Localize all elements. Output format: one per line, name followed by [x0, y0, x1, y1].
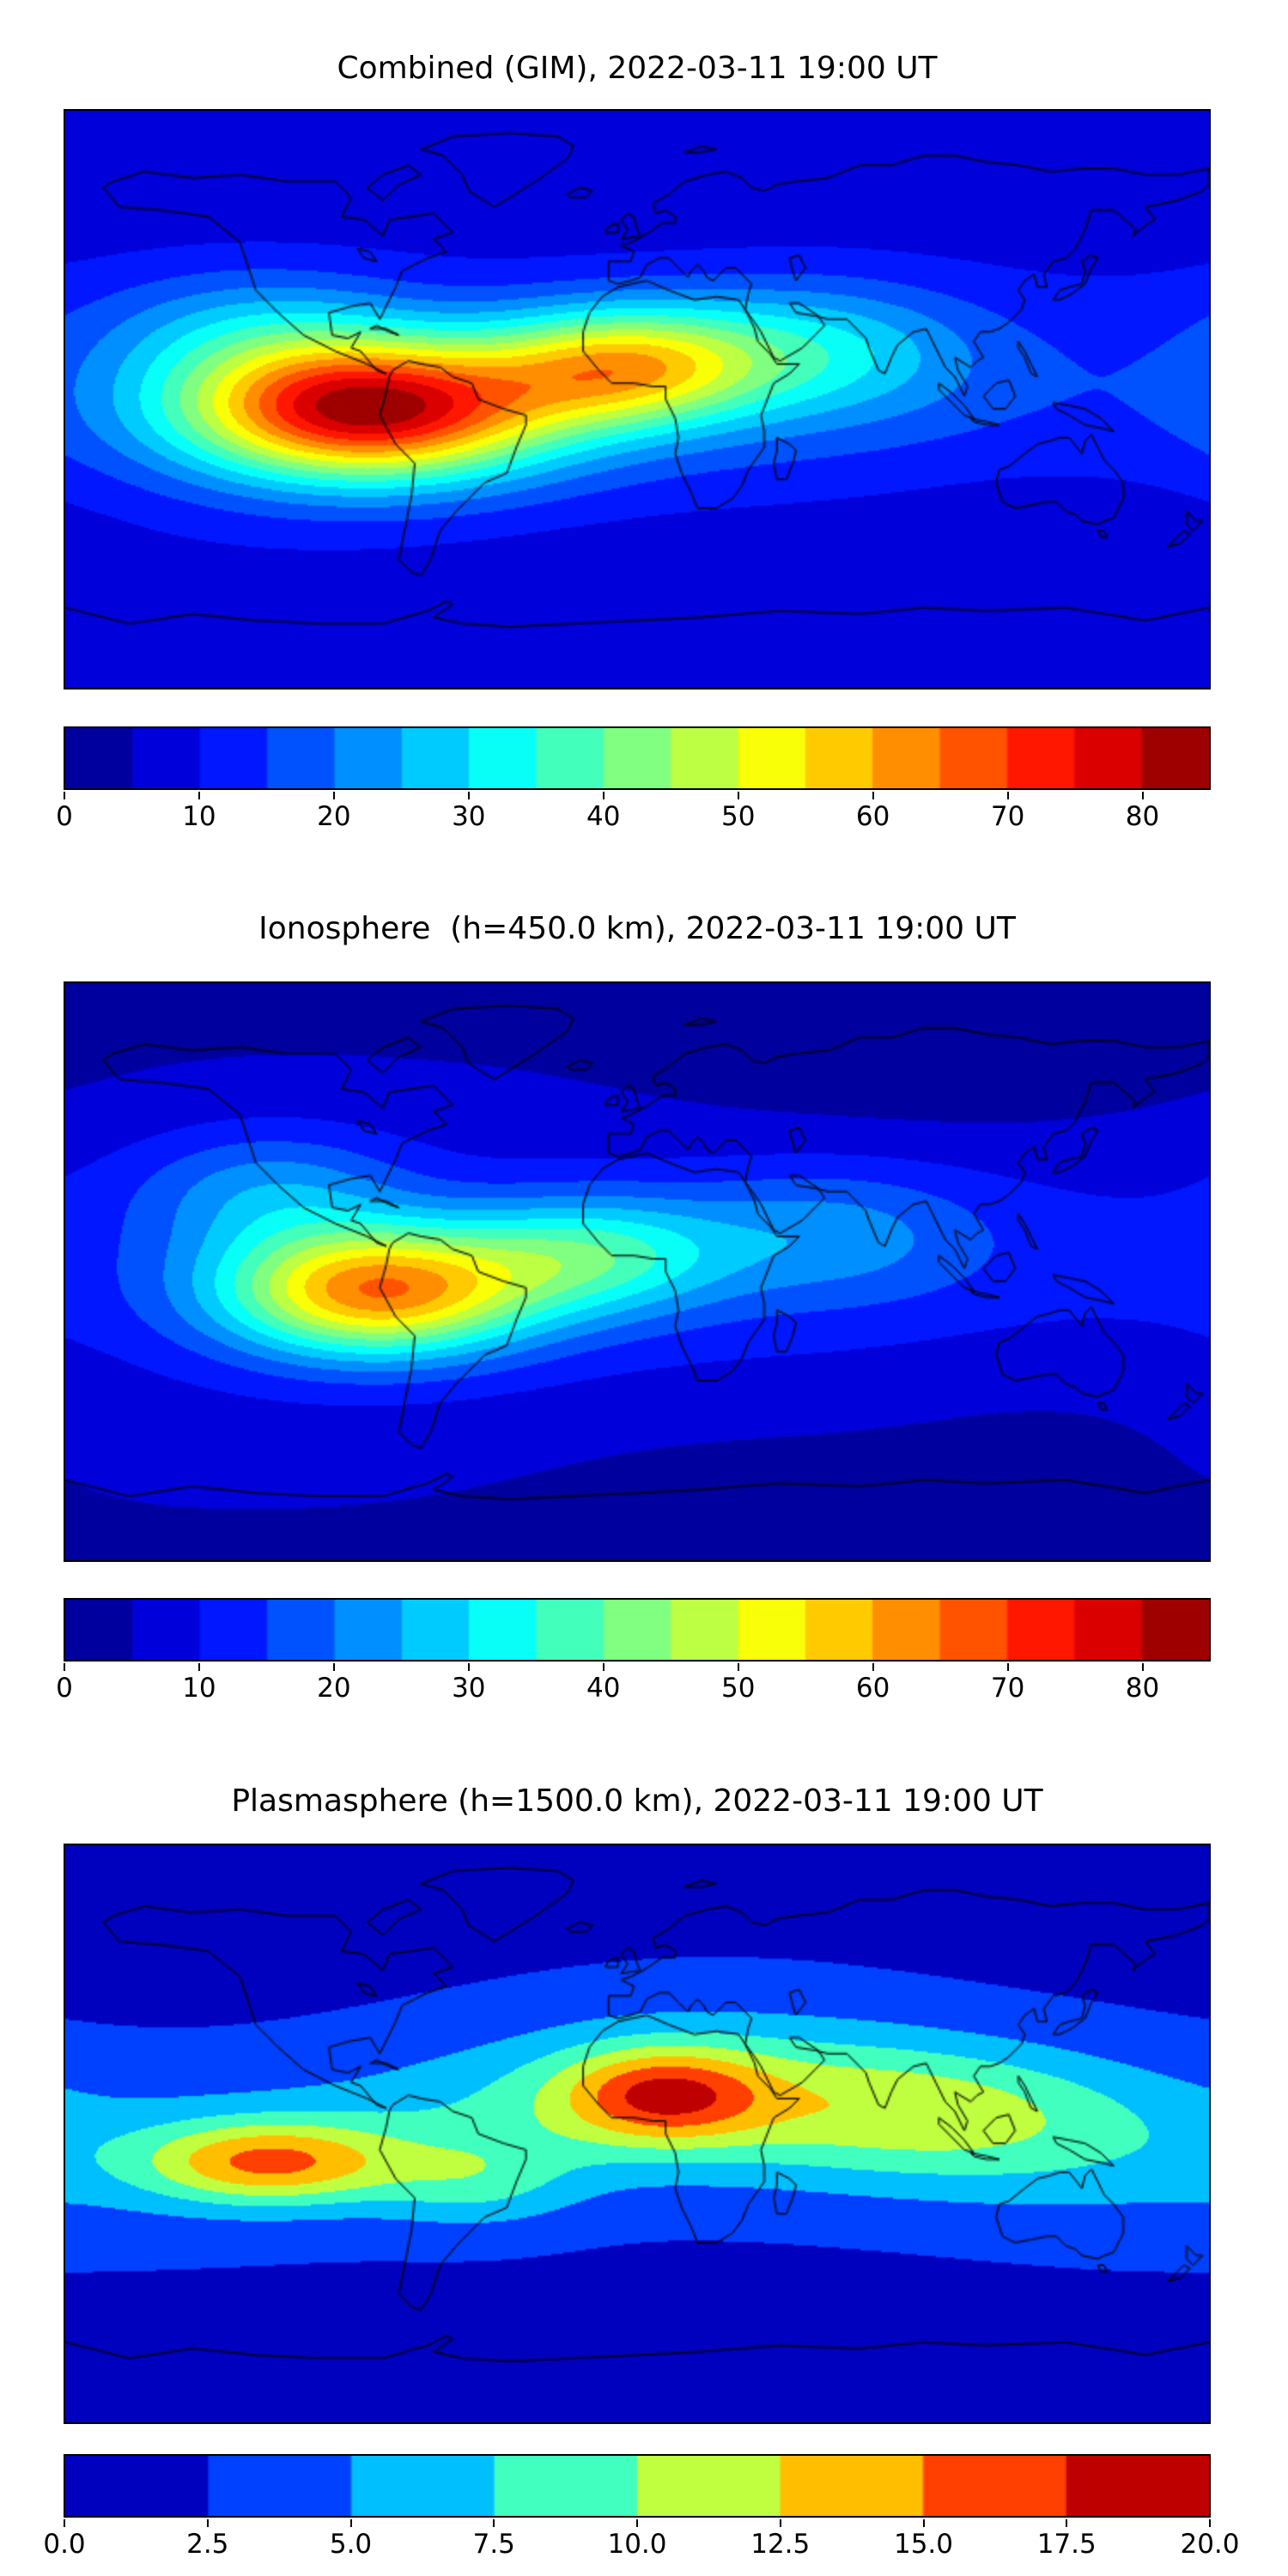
colorbar-combined	[64, 726, 1211, 790]
colorbar-tick-mark	[332, 1663, 335, 1671]
colorbar-tick-mark	[1006, 792, 1009, 799]
colorbar-ticks-ionosphere: 0 10 20 30 40 50 60 70 80	[56, 1663, 1210, 1706]
colorbar-tick-label: 30	[452, 801, 486, 832]
colorbar-tick-mark	[1141, 792, 1144, 799]
colorbar-tick-label: 10	[182, 1673, 216, 1704]
panel-title-combined: Combined (GIM), 2022-03-11 19:00 UT	[337, 51, 938, 86]
colorbar-tick-label: 20	[317, 1673, 351, 1704]
colorbar-tick-mark	[64, 1663, 65, 1671]
colorbar-tick-mark	[64, 792, 65, 799]
colorbar-tick-mark	[467, 792, 470, 799]
colorbar-tick-mark	[64, 2519, 65, 2527]
colorbar-tick-mark	[602, 1663, 605, 1671]
map-canvas-ionosphere	[64, 981, 1211, 1562]
panel-title-plasmasphere: Plasmasphere (h=1500.0 km), 2022-03-11 1…	[231, 1783, 1043, 1819]
colorbar-tick-label: 12.5	[750, 2529, 811, 2560]
colorbar-tick-label: 7.5	[472, 2529, 515, 2560]
colorbar-tick-mark	[1066, 2519, 1068, 2527]
colorbar-ionosphere	[64, 1598, 1211, 1662]
colorbar-tick-mark	[922, 2519, 925, 2527]
colorbar-tick-label: 15.0	[893, 2529, 954, 2560]
colorbar-tick-label: 10.0	[607, 2529, 667, 2560]
colorbar-tick-mark	[206, 2519, 209, 2527]
colorbar-tick-label: 50	[720, 801, 756, 832]
colorbar-tick-mark	[493, 2519, 495, 2527]
colorbar-tick-label: 60	[855, 1673, 890, 1704]
colorbar-tick-mark	[602, 792, 605, 799]
colorbar-tick-mark	[779, 2519, 781, 2527]
colorbar-tick-label: 0	[56, 801, 73, 832]
panel-title-ionosphere: Ionosphere (h=450.0 km), 2022-03-11 19:0…	[258, 911, 1016, 946]
colorbar-tick-mark	[349, 2519, 352, 2527]
colorbar-tick-mark	[636, 2519, 638, 2527]
colorbar-tick-label: 17.5	[1036, 2529, 1097, 2560]
colorbar-tick-label: 30	[452, 1673, 486, 1704]
colorbar-tick-mark	[1006, 1663, 1009, 1671]
colorbar-tick-label: 70	[990, 1673, 1025, 1704]
colorbar-tick-label: 40	[586, 801, 621, 832]
colorbar-tick-label: 5.0	[329, 2529, 373, 2560]
colorbar-tick-label: 10	[182, 801, 216, 832]
map-canvas-combined	[64, 109, 1211, 690]
colorbar-tick-label: 0	[56, 1673, 73, 1704]
colorbar-tick-mark	[872, 1663, 874, 1671]
colorbar-tick-label: 0.0	[43, 2529, 86, 2560]
colorbar-tick-mark	[737, 792, 739, 799]
colorbar-tick-label: 2.5	[186, 2529, 229, 2560]
colorbar-tick-mark	[872, 792, 874, 799]
colorbar-plasmasphere	[64, 2454, 1211, 2518]
colorbar-tick-mark	[332, 792, 335, 799]
map-canvas-plasmasphere	[64, 1844, 1211, 2424]
colorbar-tick-label: 40	[586, 1673, 621, 1704]
colorbar-tick-mark	[1209, 2519, 1211, 2527]
colorbar-tick-mark	[1141, 1663, 1144, 1671]
colorbar-tick-mark	[197, 1663, 200, 1671]
colorbar-tick-label: 20.0	[1180, 2529, 1240, 2560]
colorbar-tick-label: 80	[1125, 1673, 1160, 1704]
colorbar-tick-label: 80	[1125, 801, 1160, 832]
colorbar-tick-label: 70	[990, 801, 1025, 832]
colorbar-tick-mark	[737, 1663, 739, 1671]
colorbar-ticks-combined: 0 10 20 30 40 50 60 70 80	[56, 792, 1210, 835]
colorbar-tick-mark	[197, 792, 200, 799]
colorbar-tick-label: 50	[720, 1673, 756, 1704]
colorbar-ticks-plasmasphere: 0.0 2.5 5.0 7.5 10.0 12.5 15.0 17.5 20.0	[43, 2519, 1240, 2562]
colorbar-tick-label: 20	[317, 801, 351, 832]
colorbar-tick-mark	[467, 1663, 470, 1671]
colorbar-tick-label: 60	[855, 801, 890, 832]
